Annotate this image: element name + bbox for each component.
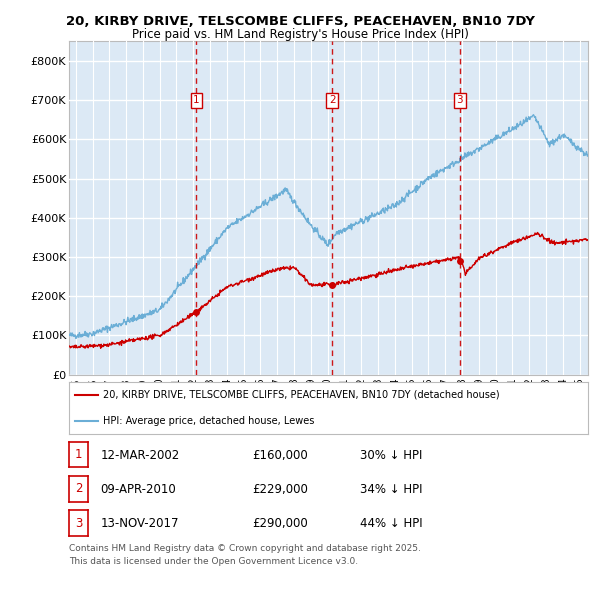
- Text: 20, KIRBY DRIVE, TELSCOMBE CLIFFS, PEACEHAVEN, BN10 7DY: 20, KIRBY DRIVE, TELSCOMBE CLIFFS, PEACE…: [65, 15, 535, 28]
- Text: Contains HM Land Registry data © Crown copyright and database right 2025.: Contains HM Land Registry data © Crown c…: [69, 544, 421, 553]
- Text: £229,000: £229,000: [252, 483, 308, 496]
- Text: 20, KIRBY DRIVE, TELSCOMBE CLIFFS, PEACEHAVEN, BN10 7DY (detached house): 20, KIRBY DRIVE, TELSCOMBE CLIFFS, PEACE…: [103, 390, 499, 399]
- Text: 09-APR-2010: 09-APR-2010: [100, 483, 176, 496]
- Text: 1: 1: [75, 448, 82, 461]
- Text: 2: 2: [75, 483, 82, 496]
- Text: This data is licensed under the Open Government Licence v3.0.: This data is licensed under the Open Gov…: [69, 557, 358, 566]
- Text: 12-MAR-2002: 12-MAR-2002: [100, 449, 179, 462]
- Text: 1: 1: [193, 95, 200, 105]
- Text: 44% ↓ HPI: 44% ↓ HPI: [360, 517, 422, 530]
- Text: 3: 3: [75, 517, 82, 530]
- Text: 30% ↓ HPI: 30% ↓ HPI: [360, 449, 422, 462]
- Text: 3: 3: [457, 95, 463, 105]
- Text: HPI: Average price, detached house, Lewes: HPI: Average price, detached house, Lewe…: [103, 416, 314, 425]
- Text: £290,000: £290,000: [252, 517, 308, 530]
- Text: 2: 2: [329, 95, 335, 105]
- Text: £160,000: £160,000: [252, 449, 308, 462]
- Text: 13-NOV-2017: 13-NOV-2017: [100, 517, 179, 530]
- Text: 34% ↓ HPI: 34% ↓ HPI: [360, 483, 422, 496]
- Text: Price paid vs. HM Land Registry's House Price Index (HPI): Price paid vs. HM Land Registry's House …: [131, 28, 469, 41]
